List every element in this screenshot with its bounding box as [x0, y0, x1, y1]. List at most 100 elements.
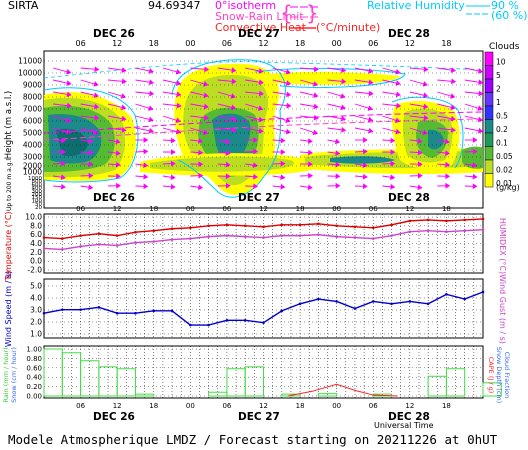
wind-arrow-head — [203, 92, 209, 98]
rh90-contour-1 — [44, 87, 139, 183]
wind-arrow-head — [280, 160, 286, 167]
forecast-footer: Modele Atmospherique LMDZ / Forecast sta… — [8, 432, 498, 447]
colorbar-swatch — [484, 132, 494, 147]
series-point — [298, 302, 302, 306]
wind-arrow-head — [340, 115, 347, 122]
header: SIRTA 94.69347 0°isotherm Snow-Rain Limi… — [8, 0, 528, 34]
series-point — [408, 230, 412, 233]
hour-tick-label: 18 — [149, 39, 159, 48]
wind-arrow-head — [93, 103, 100, 110]
series-point — [170, 309, 174, 313]
hour-tick-label: 18 — [149, 205, 158, 213]
wind-arrow-head — [88, 161, 94, 167]
wind-arrow-head — [121, 104, 127, 111]
series-point — [408, 300, 412, 303]
series-point — [371, 237, 375, 240]
wind-y-tick-label: 4.0 — [30, 294, 42, 303]
series-point — [463, 229, 467, 233]
wind-arrow-head — [170, 183, 176, 190]
colorbar-swatch — [484, 92, 494, 107]
series-point — [97, 243, 101, 246]
wind-arrow-head — [225, 161, 231, 168]
legend-brackets-right: } — [306, 1, 319, 25]
cloud-low-layer-right-teal — [330, 156, 395, 164]
series-point — [60, 308, 64, 311]
wind-ylabel: Wind Speed (m / s) — [4, 271, 13, 347]
wind-arrow-head — [252, 162, 258, 168]
humidex-ylabel: HUMIDEX (°C) — [498, 218, 507, 274]
temperature-y-ticks: 10.08.06.04.02.00.0-2.0 — [25, 213, 483, 275]
wind-arrow-head — [225, 138, 231, 145]
clouds-y-low-tick-label: 150 — [32, 195, 43, 201]
clouds-y-low-tick-label: 300 — [32, 189, 43, 195]
wind-arrow-head — [472, 173, 478, 180]
wind-arrow-head — [340, 104, 346, 111]
clouds-y-low-tick-label: 100 — [32, 198, 43, 204]
wind-arrow-head — [395, 91, 402, 98]
wind-arrow-head — [335, 150, 341, 156]
wind-arrow-head — [478, 90, 483, 97]
site-name: SIRTA — [8, 0, 39, 12]
wind-arrow-head — [417, 184, 423, 191]
wind-arrow-head — [202, 129, 209, 136]
hour-tick-label: 12 — [112, 39, 122, 48]
wind-arrow-head — [335, 182, 341, 189]
wind-arrow-head — [143, 183, 149, 190]
wind-arrow-head — [88, 138, 94, 144]
series-point — [225, 223, 229, 227]
series-point — [97, 306, 101, 309]
wind-arrow-head — [170, 174, 176, 181]
legend-snow-rain-label: Snow-Rain Limit — [215, 10, 304, 23]
wind-arrow-head — [175, 117, 181, 123]
clouds-day-label-bottom-2: DEC 27 — [238, 192, 280, 204]
colorbar-swatch — [484, 51, 494, 66]
temperature-y-tick-label: 6.0 — [30, 230, 42, 239]
wind-arrow-head — [313, 114, 319, 121]
series-point — [280, 223, 284, 227]
rain-bar — [134, 393, 155, 397]
wind-arrow-head — [116, 182, 121, 189]
hour-tick-label: 18 — [296, 205, 305, 213]
wind-arrow-head — [231, 115, 237, 122]
series-point — [152, 309, 156, 313]
series-point — [243, 224, 247, 228]
wind-arrow-head — [368, 127, 374, 134]
temperature-plot-area — [43, 213, 484, 274]
wind-arrow-head — [258, 127, 264, 134]
wind-arrow-head — [341, 78, 347, 85]
wind-arrow-head — [61, 137, 66, 144]
hour-tick-label: 18 — [442, 402, 451, 410]
wind-arrow-head — [423, 66, 429, 73]
wind-arrow-head — [395, 128, 401, 135]
hour-tick-label: 18 — [441, 39, 451, 48]
wind-arrow-head — [422, 129, 428, 136]
wind-arrow-head — [143, 162, 149, 168]
wind-arrow-head — [65, 117, 72, 123]
wind-arrow-head — [253, 137, 259, 143]
wind-arrow-head — [253, 183, 259, 190]
wind-arrow-head — [121, 78, 127, 85]
wind-arrow-head — [478, 79, 483, 86]
series-point — [42, 311, 46, 315]
temperature-series — [42, 217, 485, 251]
wind-arrow-head — [308, 161, 313, 167]
wind-arrow-head — [148, 116, 154, 123]
wind-arrow-head — [472, 148, 478, 155]
clouds-day-label-1: DEC 26 — [93, 28, 135, 40]
clouds-day-label-bottom-3: DEC 28 — [388, 192, 430, 204]
wind-arrows — [53, 66, 483, 191]
wind-arrow-head — [225, 182, 231, 189]
wind-arrow-head — [285, 117, 291, 123]
wind-arrow-head — [66, 102, 72, 109]
wind-y-tick-label: 2.0 — [30, 318, 42, 327]
wind-arrow-head — [198, 161, 204, 167]
temperature-ylabel: Temperature (°C) — [4, 211, 13, 281]
wind-arrow-head — [198, 172, 204, 179]
series-point — [262, 321, 265, 324]
wind-arrow-head — [258, 68, 264, 74]
hour-tick-label: 12 — [259, 205, 268, 213]
colorbar-title: Clouds — [489, 42, 520, 52]
series-point — [317, 233, 320, 236]
wind-arrow-head — [390, 137, 396, 144]
series-point — [298, 223, 302, 227]
